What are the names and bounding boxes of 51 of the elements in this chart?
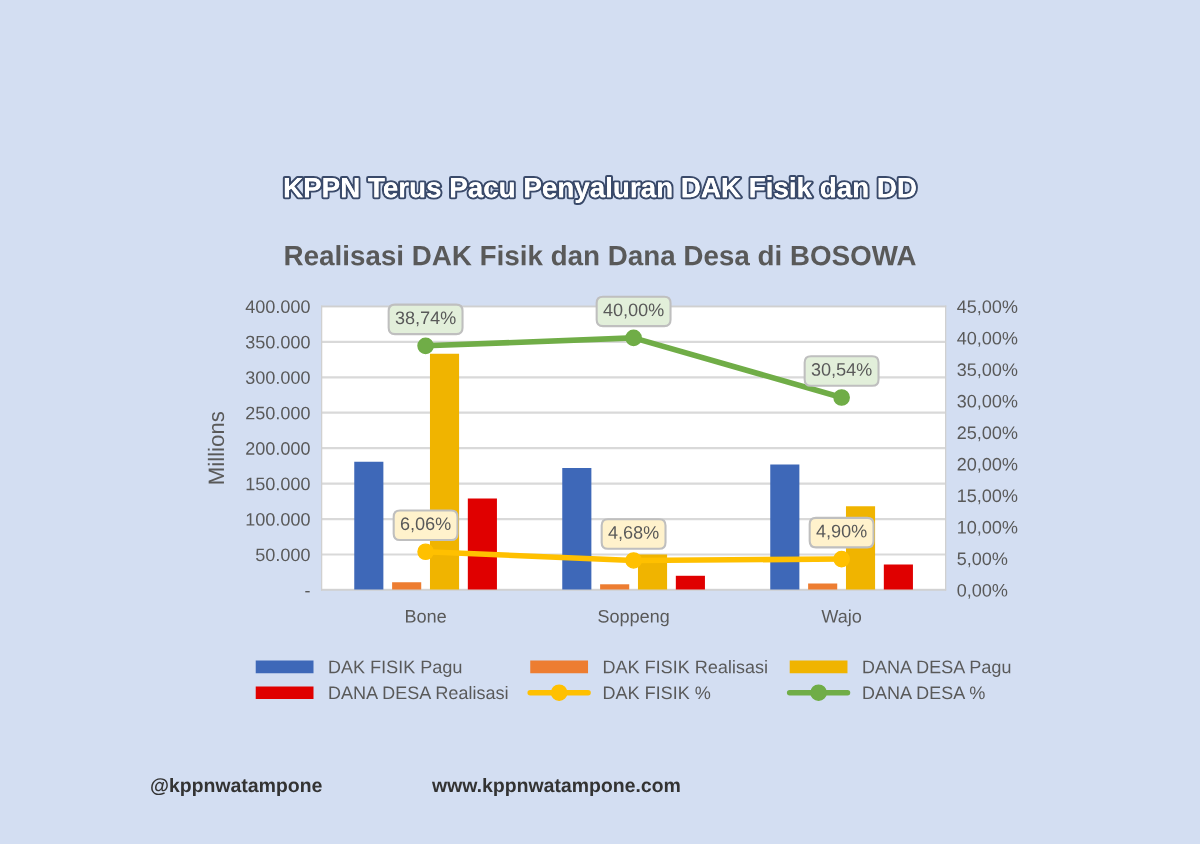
y2-tick-label: 45,00% (957, 300, 1018, 316)
y-tick-label: - (305, 591, 310, 593)
legend-label: DANA DESA Pagu (863, 660, 1011, 677)
point (625, 552, 642, 569)
y-tick-label: 250.000 (246, 406, 310, 420)
y2-tick-label: 5,00% (957, 552, 1008, 568)
legend-label: DAK FISIK Pagu (329, 660, 462, 677)
data-label: 30,54% (811, 363, 872, 379)
y-tick-label: 200.000 (246, 442, 310, 455)
bar (354, 461, 384, 590)
legend-label: DAK FISIK Realisasi (603, 660, 767, 674)
x-tick-label: Soppeng (598, 609, 669, 627)
legend-label: DANA DESA % (863, 686, 985, 700)
y-tick-label: 350.000 (245, 335, 310, 349)
text: www.kppnwatampone.com (431, 777, 680, 797)
point (625, 329, 642, 347)
bar (467, 498, 497, 590)
bar (770, 464, 800, 590)
legend-label: DAK FISIK % (603, 686, 711, 700)
y-tick-label: 150.000 (246, 477, 310, 491)
y-tick-label: 300.000 (245, 371, 310, 384)
data-label: 40,00% (603, 303, 664, 319)
y2-tick-label: 15,00% (958, 489, 1018, 505)
data-label: 6,06% (400, 517, 451, 533)
legend-label: DANA DESA Realisasi (329, 685, 508, 700)
y2-tick-label: 0,00% (957, 583, 1008, 599)
bar (883, 564, 913, 590)
y2-tick-label: 10,00% (958, 520, 1018, 536)
chart-subtitle: Realisasi DAK Fisik dan Dana Desa di BOSOWA (285, 245, 916, 266)
y-tick-label: 100.000 (246, 512, 310, 526)
point (417, 543, 434, 561)
chart-title: KPPN Terus Pacu Penyaluran DAK Fisik dan DD (284, 177, 916, 203)
x-tick-label: Wajo (821, 609, 862, 627)
point (833, 550, 850, 568)
bar (675, 575, 705, 590)
point (417, 337, 434, 355)
data-label: 4,90% (816, 524, 867, 540)
x-tick-label: Bone (406, 610, 446, 623)
y2-tick-label: 30,00% (957, 394, 1018, 410)
y-axis-title: Millions (207, 411, 225, 484)
bar (562, 468, 592, 590)
data-label: 4,68% (608, 526, 659, 541)
y2-tick-label: 40,00% (957, 331, 1018, 347)
text: @kppnwatampone (151, 777, 322, 797)
point (833, 389, 850, 406)
y-tick-label: 50.000 (255, 548, 310, 562)
y-tick-label: 400.000 (245, 300, 310, 314)
y2-tick-label: 25,00% (957, 426, 1018, 442)
data-label: 38,74% (395, 311, 456, 327)
y2-tick-label: 20,00% (957, 457, 1018, 473)
y2-tick-label: 35,00% (957, 363, 1018, 379)
